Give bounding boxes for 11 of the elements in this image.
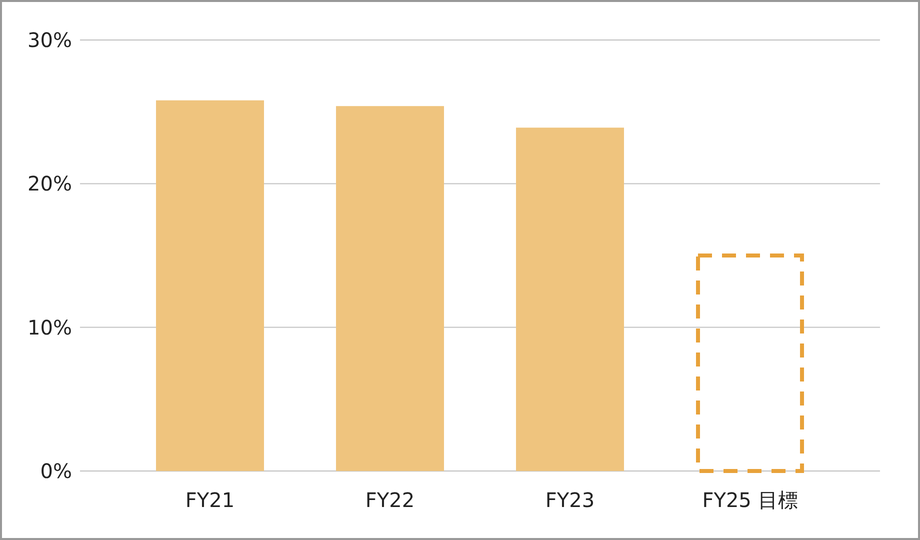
y-tick-label: 0% [40,459,72,483]
y-tick-label: 30% [28,28,72,52]
x-tick-label: FY25 目標 [702,488,798,512]
x-tick-label: FY21 [185,488,235,512]
bar [336,106,444,471]
bar [156,100,264,471]
y-tick-label: 10% [28,315,72,340]
y-tick-label: 20% [28,172,72,196]
x-tick-label: FY23 [545,488,595,512]
bar [516,128,624,471]
x-tick-label: FY22 [365,488,415,512]
